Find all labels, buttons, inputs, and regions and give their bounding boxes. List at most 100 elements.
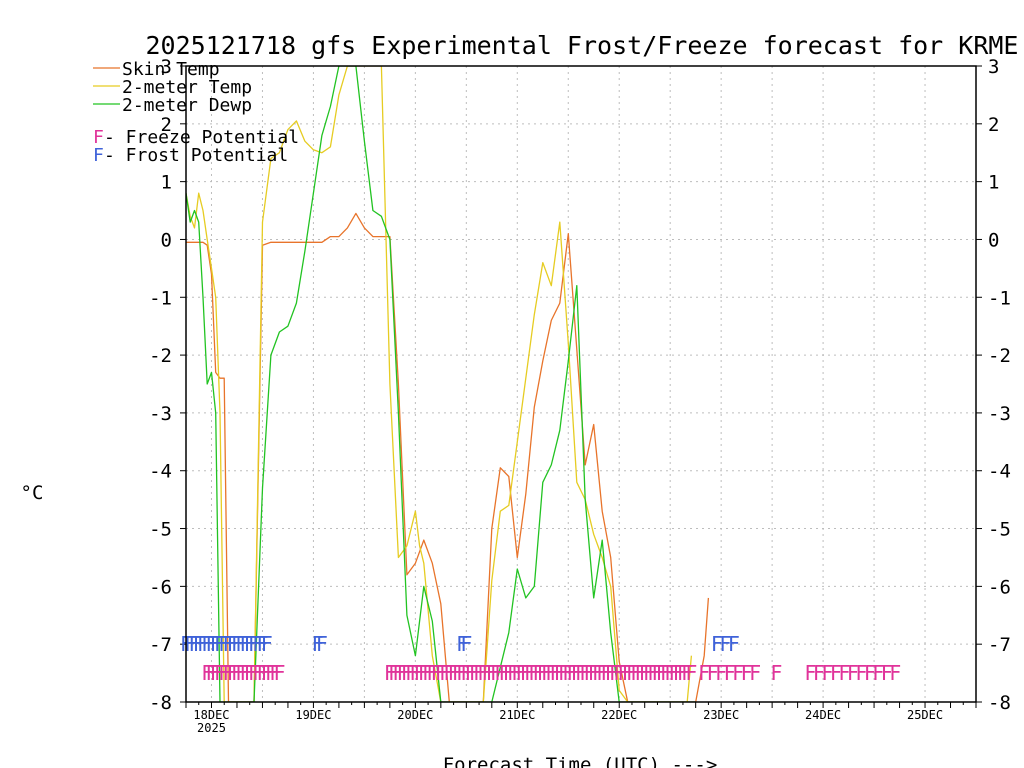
x-tick-label: 19DEC (295, 708, 331, 722)
frost-marker: F (222, 632, 234, 656)
freeze-marker: F (448, 661, 460, 685)
freeze-marker: F (724, 661, 736, 685)
frost-marker: F (728, 632, 740, 656)
freeze-marker: F (609, 661, 621, 685)
series-line-skin (186, 212, 710, 702)
y-tick-label-left: -8 (149, 692, 172, 714)
y-tick-label-right: -8 (988, 692, 1011, 714)
y-tick-label-right: -2 (988, 345, 1011, 367)
series-line-dewp2m (186, 66, 696, 702)
freeze-marker: F (524, 661, 536, 685)
frost-marker: F (231, 632, 243, 656)
freeze-marker: F (443, 661, 455, 685)
x-tick-label: 25DEC (907, 708, 943, 722)
freeze-marker: F (634, 661, 646, 685)
freeze-marker: F (715, 661, 727, 685)
freeze-marker: F (499, 661, 511, 685)
frost-marker: F (312, 632, 324, 656)
freeze-marker: F (397, 661, 409, 685)
freeze-marker: F (392, 661, 404, 685)
frost-marker: F (197, 632, 209, 656)
freeze-marker: F (613, 661, 625, 685)
freeze-marker: F (685, 661, 697, 685)
freeze-marker: F (431, 661, 443, 685)
freeze-marker: F (227, 661, 239, 685)
frost-marker: F (252, 632, 264, 656)
x-tick-label: 18DEC (193, 708, 229, 722)
freeze-marker: F (617, 661, 629, 685)
freeze-marker: F (681, 661, 693, 685)
frost-marker: F (201, 632, 213, 656)
freeze-marker: F (626, 661, 638, 685)
freeze-marker: F (600, 661, 612, 685)
y-tick-label-left: 0 (161, 229, 172, 251)
legend-dewp-label: 2-meter Dewp (122, 95, 252, 116)
freeze-marker: F (218, 661, 230, 685)
freeze-marker: F (490, 661, 502, 685)
y-tick-label-left: -5 (149, 519, 172, 541)
freeze-marker: F (770, 661, 782, 685)
freeze-marker: F (460, 661, 472, 685)
y-tick-label-right: 0 (988, 229, 999, 251)
freeze-marker: F (511, 661, 523, 685)
freeze-marker: F (656, 661, 668, 685)
frost-marker: F (248, 632, 260, 656)
freeze-marker: F (651, 661, 663, 685)
freeze-marker: F (528, 661, 540, 685)
freeze-marker: F (698, 661, 710, 685)
freeze-marker: F (588, 661, 600, 685)
frost-marker: F (227, 632, 239, 656)
chart-title: 2025121718 gfs Experimental Frost/Freeze… (146, 31, 1019, 60)
freeze-marker: F (643, 661, 655, 685)
legend-temp-label: 2-meter Temp (122, 77, 252, 98)
freeze-marker: F (231, 661, 243, 685)
y-tick-label-right: -7 (988, 634, 1011, 656)
freeze-marker: F (388, 661, 400, 685)
freeze-marker: F (486, 661, 498, 685)
legend-freeze-key: F (93, 127, 104, 148)
frost-marker: F (316, 632, 328, 656)
freeze-marker: F (804, 661, 816, 685)
freeze-marker: F (630, 661, 642, 685)
y-tick-label-left: 1 (161, 172, 172, 194)
freeze-marker: F (741, 661, 753, 685)
freeze-marker: F (426, 661, 438, 685)
freeze-marker: F (575, 661, 587, 685)
freeze-marker: F (639, 661, 651, 685)
freeze-marker: F (507, 661, 519, 685)
frost-marker: F (205, 632, 217, 656)
freeze-marker: F (605, 661, 617, 685)
y-axis-label: °C (21, 482, 44, 504)
y-tick-label-left: -1 (149, 287, 172, 309)
legend-freeze-label: - Freeze Potential (104, 127, 299, 148)
freeze-marker: F (889, 661, 901, 685)
freeze-marker: F (473, 661, 485, 685)
frost-marker: F (261, 632, 273, 656)
freeze-marker: F (821, 661, 833, 685)
freeze-marker: F (261, 661, 273, 685)
freeze-marker: F (541, 661, 553, 685)
freeze-marker: F (418, 661, 430, 685)
freeze-marker: F (664, 661, 676, 685)
y-tick-label-right: -3 (988, 403, 1011, 425)
y-tick-label-left: -7 (149, 634, 172, 656)
freeze-marker: F (677, 661, 689, 685)
x-tick-label: 21DEC (499, 708, 535, 722)
freeze-marker: F (596, 661, 608, 685)
freeze-marker: F (265, 661, 277, 685)
frost-marker: F (214, 632, 226, 656)
y-tick-label-right: 3 (988, 56, 999, 78)
frost-marker: F (244, 632, 256, 656)
legend-frost-label: - Frost Potential (104, 145, 288, 166)
freeze-marker: F (252, 661, 264, 685)
freeze-marker: F (384, 661, 396, 685)
y-tick-label-right: -6 (988, 576, 1011, 598)
y-axis-ticks: 3 3 2 2 1 1 0 0 -1 -1 -2 -2 -3 -3 -4 -4 -5 -5 -6 -6 -7 -7 -8 -8 (149, 56, 1011, 714)
freeze-marker: F (465, 661, 477, 685)
freeze-marker: F (494, 661, 506, 685)
freeze-marker: F (847, 661, 859, 685)
freeze-marker: F (668, 661, 680, 685)
